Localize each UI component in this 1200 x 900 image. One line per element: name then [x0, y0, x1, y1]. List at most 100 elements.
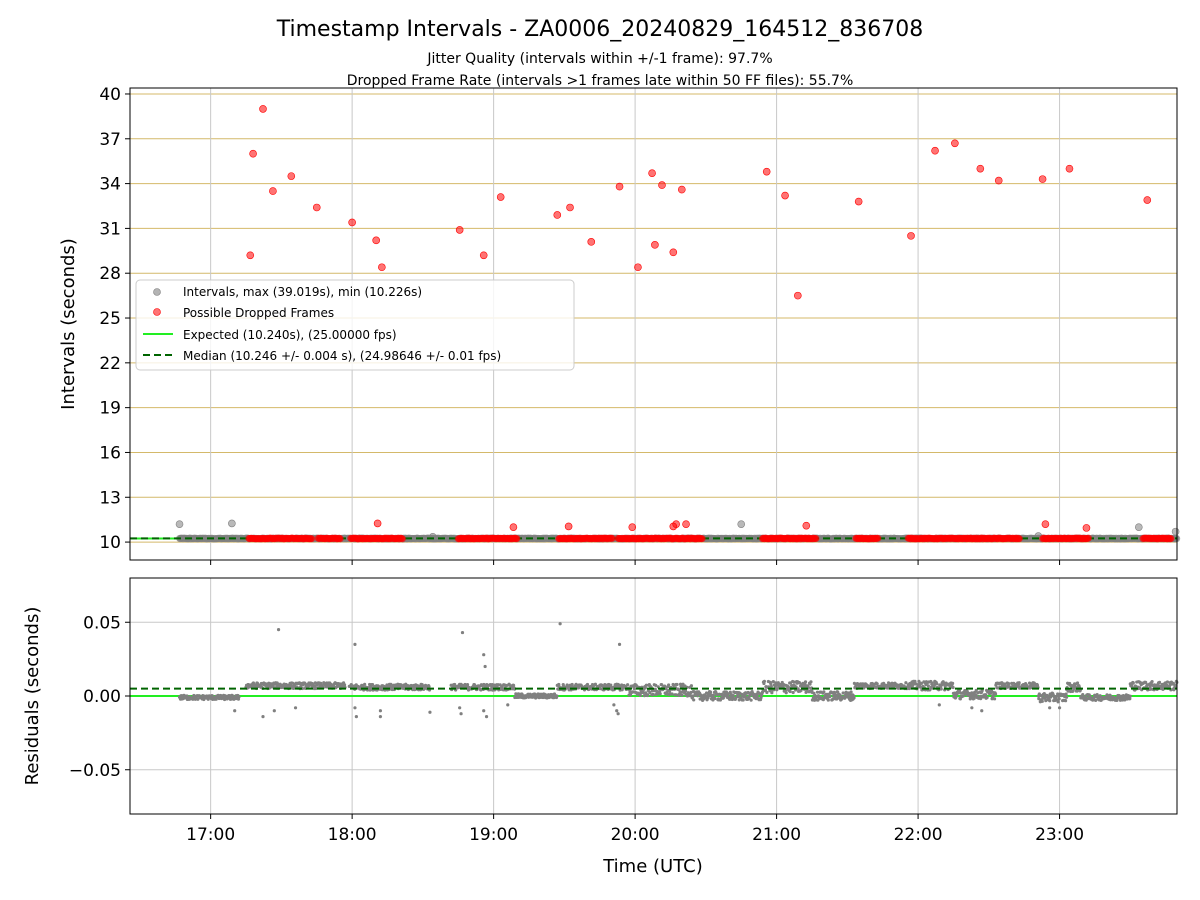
residual-point [1150, 679, 1154, 684]
dropped-frame-point [587, 238, 596, 246]
dropped-frame-point [553, 211, 562, 219]
residual-point [852, 696, 856, 700]
residual-outlier-point [378, 709, 383, 713]
residual-point [741, 698, 745, 702]
residual-point [765, 690, 769, 695]
residual-point [984, 693, 988, 697]
dropped-frame-point [669, 248, 678, 257]
residual-outlier-point [482, 653, 486, 657]
dropped-frame-point [1167, 535, 1175, 543]
dropped-frame-point [682, 520, 690, 528]
dropped-frame-point [246, 251, 255, 260]
dropped-frame-point [672, 520, 680, 528]
residual-point [658, 692, 662, 696]
residual-outlier-point [1057, 706, 1062, 710]
dropped-frame-point [287, 172, 296, 180]
dropped-frame-point [608, 534, 616, 542]
dropped-frame-point [509, 523, 518, 531]
legend-marker-intervals [153, 288, 161, 296]
residual-point [1040, 699, 1044, 703]
legend-box [135, 279, 575, 371]
residual-point [769, 684, 773, 689]
interval-outlier-point [1134, 523, 1143, 531]
intervals-y-tick-label: 28 [99, 264, 121, 284]
residual-outlier-point [1048, 706, 1052, 710]
residual-point [784, 691, 788, 695]
dropped-frame-point [399, 535, 407, 543]
dropped-frame-point [854, 197, 863, 206]
intervals-y-tick-label: 37 [99, 130, 121, 150]
residual-point [1095, 692, 1099, 697]
intervals-y-tick-label: 10 [99, 533, 121, 553]
residual-point [228, 697, 233, 701]
residual-outlier-point [460, 630, 465, 635]
residual-point [939, 687, 943, 691]
legend-label-dropped: Possible Dropped Frames [183, 306, 334, 320]
dropped-frame-point [634, 263, 642, 272]
residuals-points [130, 622, 1179, 719]
dropped-frame-point [1038, 175, 1047, 183]
residual-point [1173, 683, 1177, 687]
dropped-frame-point [874, 534, 882, 542]
dropped-frame-point [269, 187, 277, 195]
intervals-plot-frame [129, 87, 1178, 561]
residual-outlier-point [354, 715, 358, 719]
residual-point [992, 697, 997, 701]
dropped-frame-point [455, 226, 464, 234]
residual-point [935, 682, 939, 686]
legend-marker-dropped [153, 308, 161, 316]
residual-point [1007, 682, 1011, 686]
residual-point [680, 693, 684, 697]
residual-point [689, 684, 694, 688]
residual-outlier-point [272, 709, 276, 713]
residual-point [1063, 699, 1068, 703]
residual-point [585, 682, 590, 687]
dropped-frame-point [1041, 520, 1050, 528]
dropped-frame-point [628, 523, 637, 531]
dropped-frame-point [496, 193, 505, 201]
residual-outlier-point [615, 709, 619, 713]
residual-outlier-point [483, 664, 487, 669]
chart-subtitle-dropped: Dropped Frame Rate (intervals >1 frames … [347, 73, 854, 89]
residual-outlier-point [970, 706, 974, 710]
residual-point [363, 682, 367, 686]
residual-outlier-point [484, 715, 489, 719]
residual-point [826, 698, 830, 702]
dropped-frame-point [781, 191, 789, 200]
legend-label-intervals: Intervals, max (39.019s), min (10.226s) [183, 285, 422, 299]
residual-point [791, 690, 795, 695]
residual-point [675, 682, 679, 687]
interval-outlier-point [175, 520, 184, 528]
intervals-y-tick-label: 22 [99, 354, 121, 374]
residual-point [206, 697, 210, 701]
dropped-frame-point [951, 139, 959, 148]
residual-point [632, 687, 637, 691]
intervals-points [130, 105, 1181, 543]
residual-point [1115, 698, 1119, 703]
residual-point [788, 689, 792, 694]
x-axis-label: Time (UTC) [602, 856, 703, 877]
dropped-frame-point [312, 203, 321, 212]
residual-point [985, 695, 989, 700]
residual-point [849, 690, 853, 694]
residuals-y-tick-label: −0.05 [69, 761, 121, 781]
residual-outlier-point [458, 706, 462, 710]
intervals-y-tick-label: 31 [99, 219, 121, 239]
residual-point [762, 679, 767, 683]
residual-point [1056, 700, 1060, 704]
residuals-panel: 0.050.00−0.05 17:00 18:00 19:00 20:00 21:00 2… [22, 577, 1179, 877]
intervals-y-tick-label: 40 [99, 85, 121, 105]
residual-outlier-point [506, 703, 510, 707]
residual-point [670, 692, 674, 696]
dropped-frame-point [249, 149, 257, 158]
residual-point [1128, 694, 1132, 698]
residual-point [759, 696, 763, 700]
intervals-y-axis-label: Intervals (seconds) [58, 238, 79, 410]
dropped-frame-point [373, 519, 382, 528]
dropped-frame-point [658, 181, 666, 189]
residual-point [972, 696, 976, 700]
residual-point [626, 683, 630, 687]
dropped-frame-point [566, 203, 574, 212]
